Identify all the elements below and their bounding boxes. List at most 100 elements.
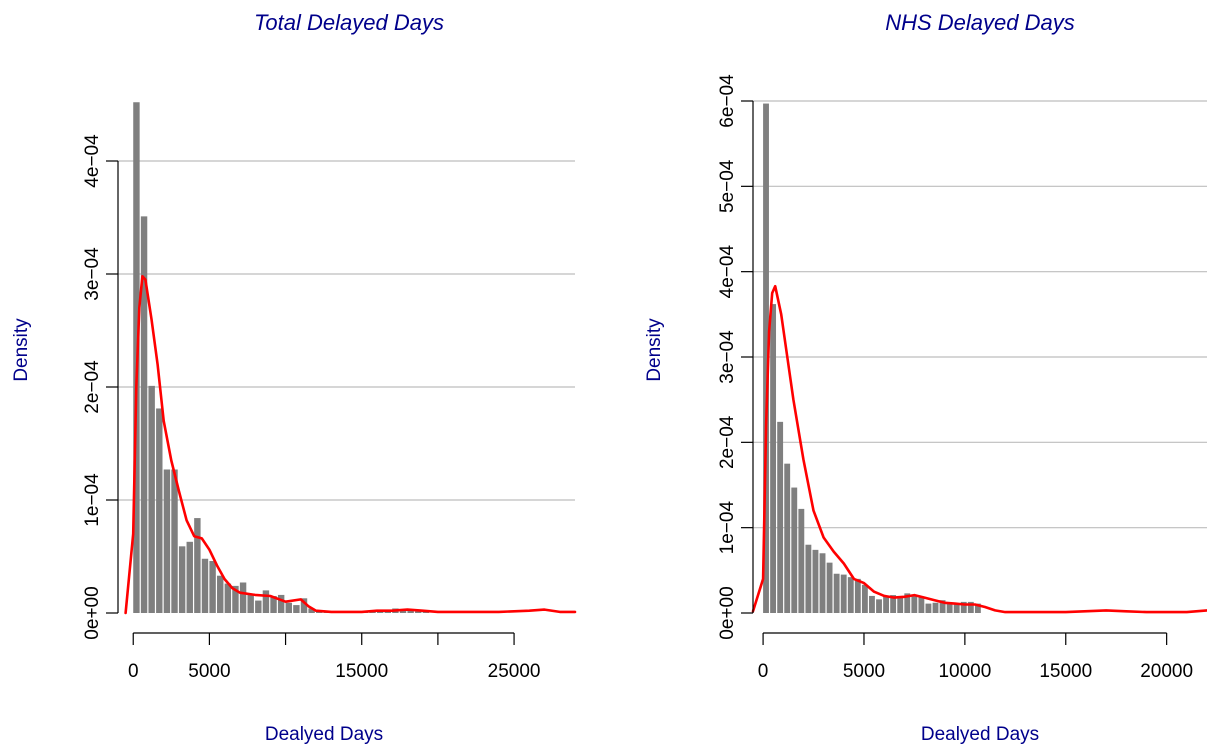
histogram-bar [918,596,925,613]
histogram-bar [399,610,407,613]
y-tick-label: 3e−04 [717,330,738,384]
x-axis-label: Dealyed Days [921,724,1039,745]
y-axis: 0e+00 1e−04 2e−04 3e−04 4e−04 [82,134,119,640]
y-axis: 0e+00 1e−04 2e−04 3e−04 4e−04 5e−04 6e−04 [717,74,754,640]
x-axis: 0 5000 15000 25000 [128,632,541,682]
histogram-bar [967,601,974,613]
histogram-bar [262,590,270,613]
histogram-bar [140,216,148,613]
histogram-bar [415,610,422,613]
y-tick-label: 2e−04 [717,415,738,469]
histogram-bar [791,487,798,613]
histogram-bar [407,609,414,613]
histogram-bar [777,421,784,613]
y-tick-label: 0e+00 [82,586,103,639]
y-tick-label: 3e−04 [82,247,103,301]
histogram-bar [833,573,840,613]
y-tick-label: 4e−04 [82,134,103,188]
histogram-bar [819,553,826,613]
histogram-bar [201,558,209,613]
histogram-bar [300,598,308,613]
chart-nhs-delayed-days: NHS Delayed Days 0e+00 1e−04 2e−04 3e−04 4e−… [644,10,1207,745]
y-axis-label: Density [644,318,665,382]
histogram-bar [277,594,285,613]
chart-title: NHS Delayed Days [885,10,1075,35]
histogram-bar [861,584,868,613]
histogram-bar [946,602,953,613]
histogram-bar [805,544,812,613]
histogram-bar [812,549,819,613]
histogram-bars [763,103,981,613]
histogram-bar [826,562,833,613]
x-tick-label: 0 [128,661,139,682]
density-curve [751,284,1207,614]
histogram-bar [869,595,875,613]
histogram-bar [270,596,277,613]
histogram-bar [904,593,911,613]
histogram-bar [953,604,960,613]
histogram-bar [840,574,847,613]
grid-lines [118,160,575,501]
histogram-bar [784,463,791,613]
y-tick-label: 6e−04 [717,74,738,128]
x-axis: 0 5000 10000 15000 20000 [758,632,1193,682]
histogram-bar [163,469,171,613]
histogram-bar [384,611,391,613]
histogram-bar [156,408,163,613]
histogram-bar [194,518,201,613]
histogram-bar [232,585,239,613]
histogram-bar [239,582,247,613]
x-tick-label: 25000 [488,661,541,682]
histogram-bars [133,102,430,614]
y-tick-label: 4e−04 [717,245,738,299]
histogram-bar [224,583,232,613]
histogram-bar [293,605,300,613]
x-tick-label: 15000 [335,661,388,682]
chart-title: Total Delayed Days [254,10,444,35]
histogram-bar [255,600,262,613]
x-tick-label: 5000 [188,661,230,682]
chart-total-delayed-days: Total Delayed Days 0e+00 1e−04 2e−04 3e−04 4… [11,10,577,745]
x-tick-label: 15000 [1039,661,1092,682]
histogram-bar [209,561,216,613]
histogram-bar [186,541,193,613]
y-axis-label: Density [11,318,32,382]
x-tick-label: 10000 [938,661,991,682]
histogram-bar [316,611,323,613]
y-tick-label: 1e−04 [82,473,103,527]
histogram-bar [939,600,946,613]
density-line [751,284,1207,614]
histogram-bar [178,546,186,613]
x-axis-label: Dealyed Days [265,724,383,745]
x-tick-label: 0 [758,661,769,682]
histogram-bar [974,603,981,613]
histogram-bar [285,602,292,613]
histogram-bar [847,577,854,613]
histogram-bar [876,599,882,613]
histogram-bar [247,593,254,613]
histogram-bar [422,611,430,613]
grid-lines [753,100,1207,529]
density-line [124,275,577,615]
y-tick-label: 0e+00 [717,586,738,639]
density-curve [124,275,577,615]
histogram-bar [960,601,967,613]
histogram-bar [770,304,777,613]
histogram-bar [798,508,805,613]
y-tick-label: 5e−04 [717,159,738,213]
histogram-bar [890,595,897,613]
histogram-bar [308,608,315,613]
histogram-bar [883,595,890,613]
histogram-bar [925,603,932,613]
histogram-bar [148,385,155,613]
histogram-bar [854,578,861,613]
histogram-bar [763,103,769,613]
x-tick-label: 20000 [1140,661,1193,682]
histogram-bar [171,469,178,613]
histogram-bar [932,602,939,613]
y-tick-label: 2e−04 [82,360,103,414]
histogram-bar [911,595,918,613]
x-tick-label: 5000 [843,661,885,682]
y-tick-label: 1e−04 [717,501,738,555]
